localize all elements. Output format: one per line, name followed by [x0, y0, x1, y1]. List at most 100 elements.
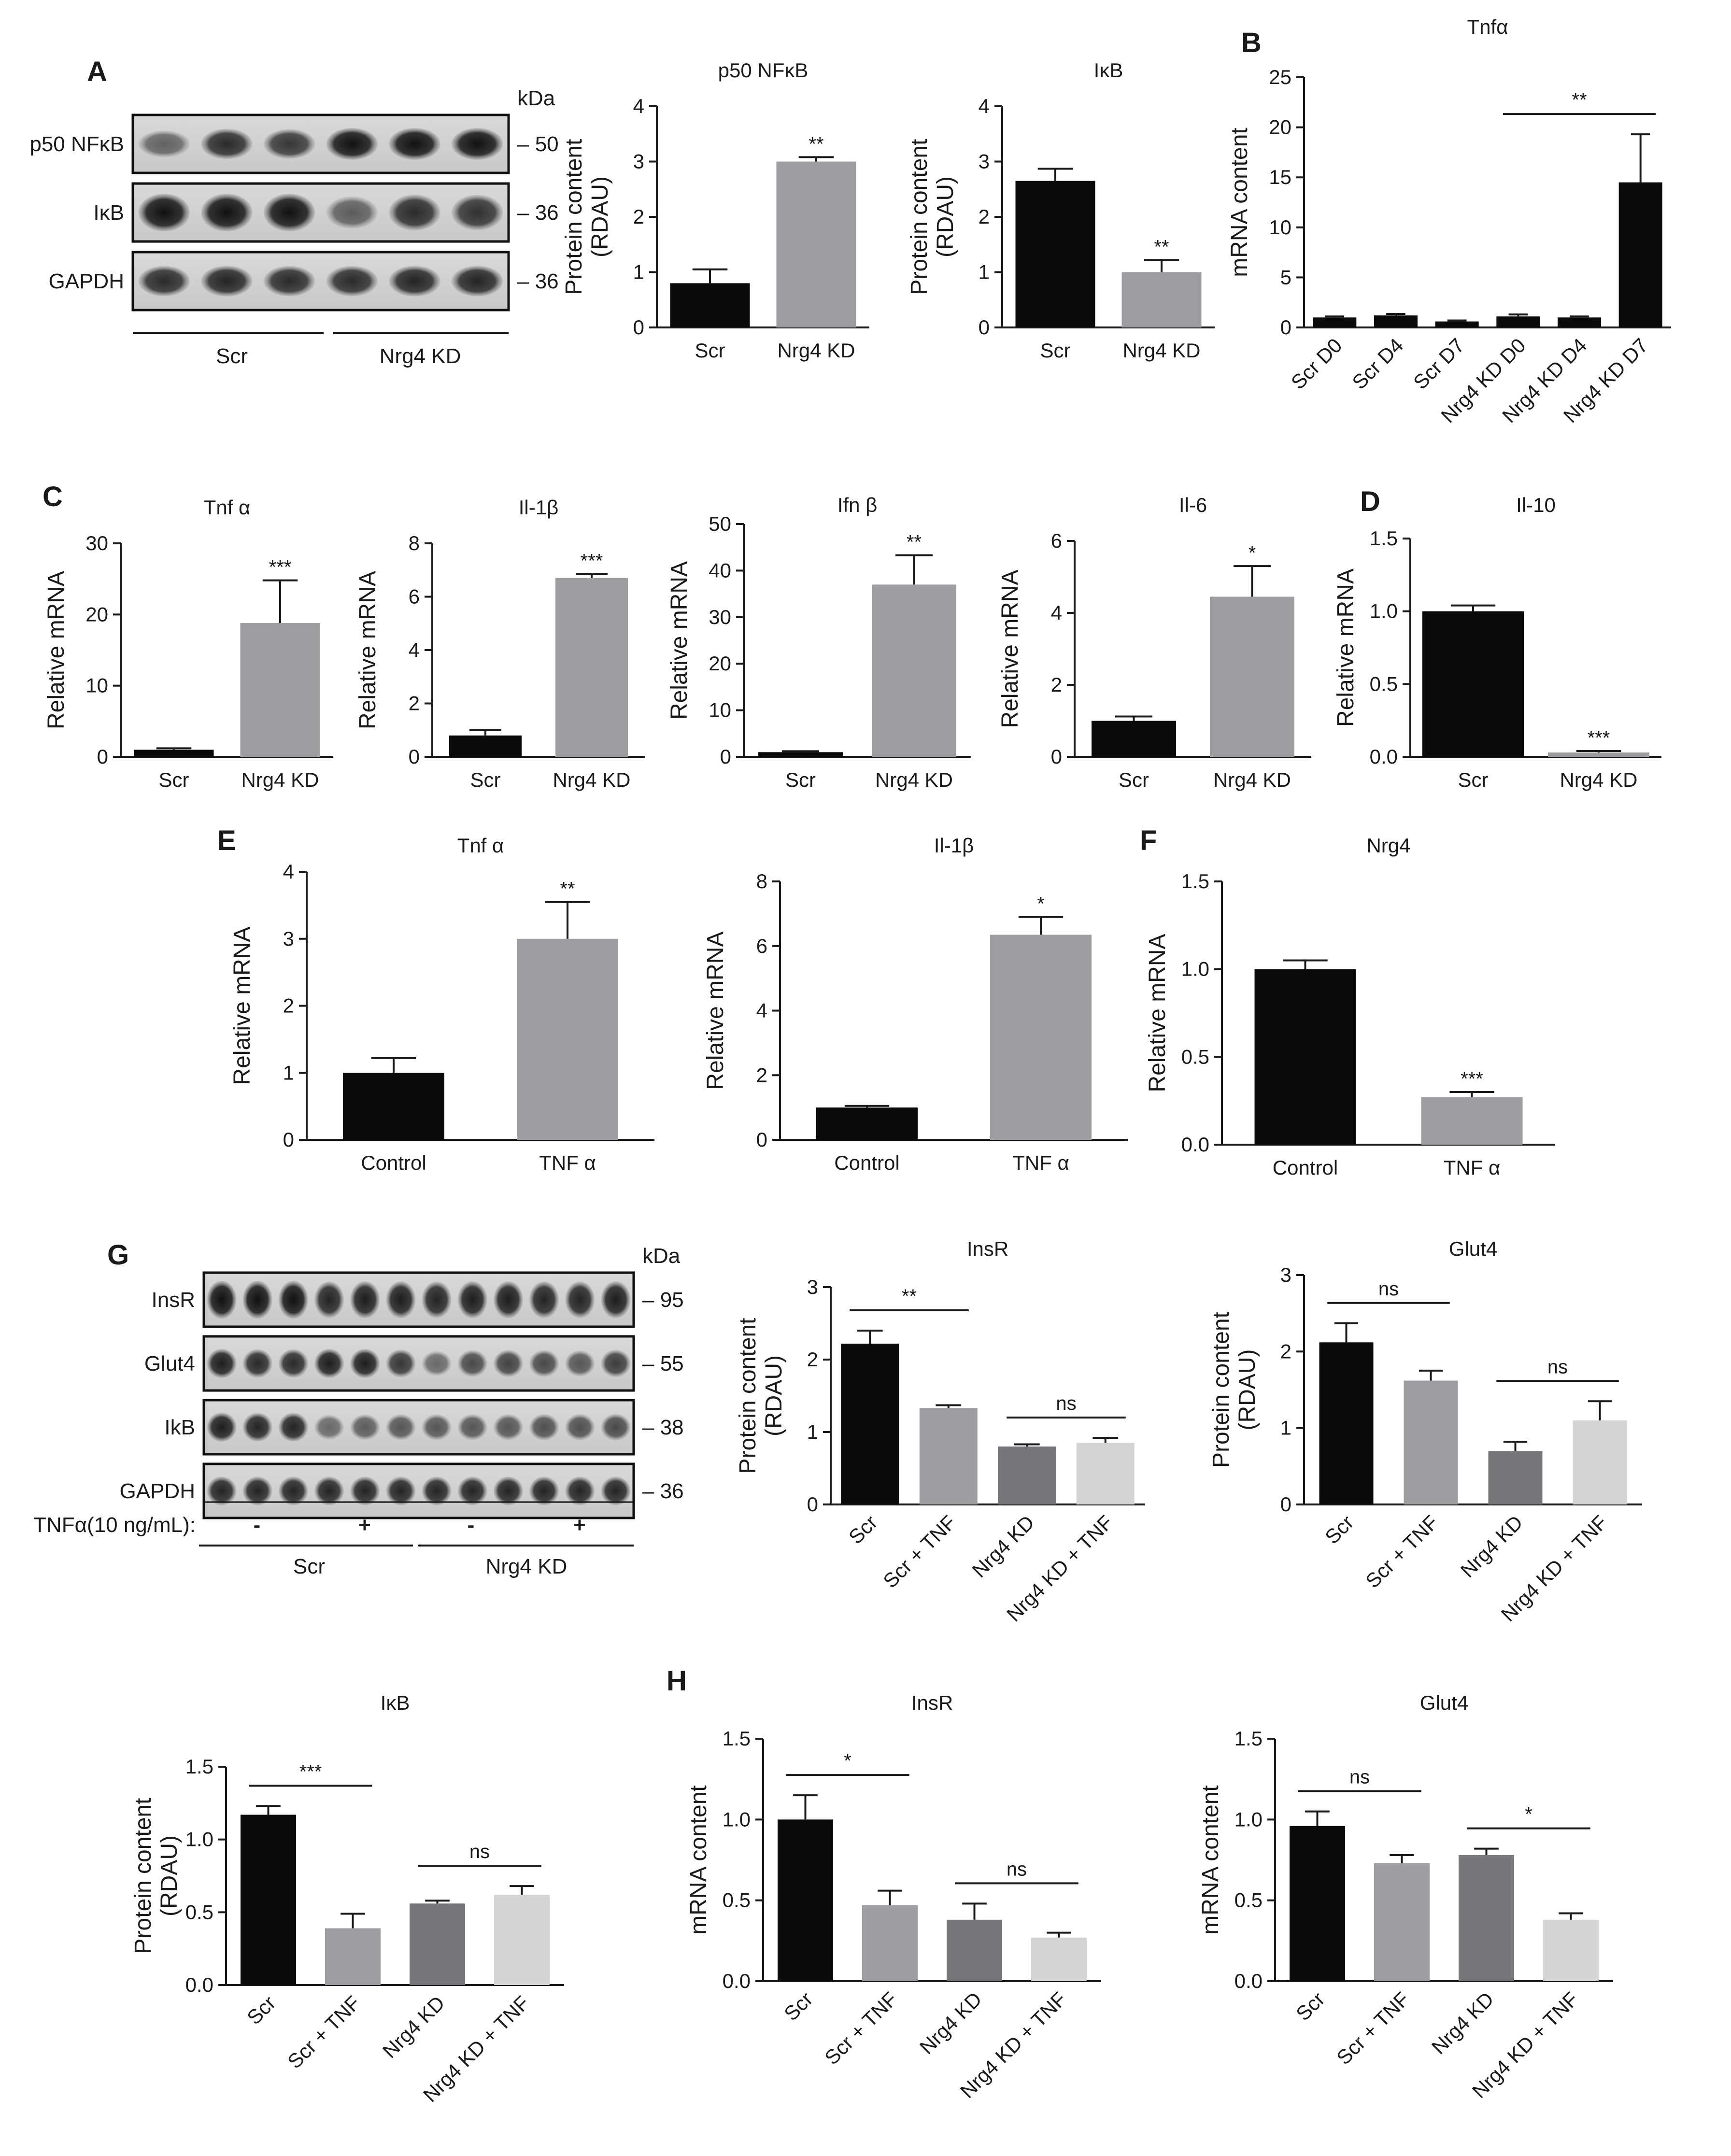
significance-label: * [1525, 1804, 1532, 1825]
significance-label: ** [902, 1286, 917, 1307]
bar [778, 1819, 833, 1981]
blot-band [452, 195, 503, 230]
y-tick-label: 1 [979, 261, 990, 284]
y-tick-label: 30 [85, 532, 108, 554]
bar [1558, 317, 1601, 327]
blot-row-label: GAPDH [49, 270, 124, 293]
y-axis-label: Relative mRNA [355, 571, 381, 729]
y-axis-label: Protein content(RDAU) [907, 139, 958, 295]
y-tick-label: 2 [633, 205, 644, 228]
blot-band [350, 1281, 380, 1319]
blot-band [279, 1349, 308, 1378]
blot-band [422, 1351, 452, 1376]
y-axis-label-line: (RDAU) [933, 176, 958, 257]
y-tick-label: 1.0 [185, 1828, 213, 1851]
bar [816, 1107, 918, 1140]
y-tick-label: 0.0 [185, 1973, 213, 1996]
significance-label: * [844, 1750, 851, 1772]
significance-label: *** [581, 551, 603, 572]
blot-band [386, 1414, 416, 1440]
blot-row-label: IkB [164, 1416, 195, 1439]
x-tick-label: Nrg4 KD [915, 1987, 986, 2058]
panel-letter-f: F [1140, 825, 1157, 856]
y-tick-label: 0.0 [1370, 745, 1398, 768]
bar [1422, 611, 1524, 757]
y-axis-label-line: Relative mRNA [43, 571, 69, 729]
bar [1496, 316, 1540, 327]
blot-row-label: InsR [152, 1288, 195, 1312]
y-tick-label: 1.0 [1181, 958, 1209, 980]
blot-band [138, 130, 190, 157]
blot-band [279, 1413, 308, 1442]
bar [1543, 1919, 1599, 1981]
y-tick-label: 5 [1280, 266, 1291, 288]
blot-band [389, 266, 440, 297]
western-blot-g: InsR – 95 Glut4 – 55 IkB – 38 GAPDH – 36 kDa TNFα… [33, 1244, 684, 1578]
x-tick-label: Scr [844, 1511, 882, 1548]
y-tick-label: 3 [633, 150, 644, 173]
y-tick-label: 0 [97, 745, 108, 768]
x-tick-label: Nrg4 KD [241, 768, 319, 791]
y-tick-label: 25 [1269, 66, 1291, 88]
y-axis-label-line: Relative mRNA [667, 561, 692, 720]
bar [343, 1073, 444, 1140]
y-tick-label: 2 [1280, 1340, 1291, 1362]
blot-band [494, 1414, 523, 1440]
y-tick-label: 4 [979, 95, 990, 117]
y-tick-label: 4 [1051, 601, 1062, 624]
chart-a-ikb: IκB 0 1 2 3 4 Protein content(RDAU) Scr Nrg4 KD *… [907, 59, 1215, 362]
y-axis-label: Relative mRNA [667, 561, 692, 720]
x-tick-label: Scr + TNF [1332, 1987, 1414, 2069]
blot-strip [202, 1399, 635, 1456]
bar [241, 1815, 296, 1985]
x-tick-label: Scr + TNF [1361, 1511, 1443, 1592]
blot-band [457, 1414, 487, 1440]
bar [1254, 969, 1356, 1145]
x-tick-label: Scr + TNF [879, 1511, 960, 1592]
blot-band [314, 1415, 344, 1440]
y-tick-label: 3 [1280, 1263, 1291, 1286]
blot-kda-marker: – 55 [642, 1352, 684, 1376]
bar [862, 1905, 918, 1981]
bar [1031, 1937, 1087, 1981]
bar [872, 584, 956, 757]
y-tick-label: 0 [756, 1128, 767, 1151]
y-tick-label: 0.5 [185, 1901, 213, 1923]
chart-title: Tnfα [1467, 15, 1508, 38]
blot-band [279, 1280, 308, 1319]
chart-title: Nrg4 [1366, 834, 1410, 857]
panel-letter-e: E [217, 825, 236, 856]
blot-band [457, 1281, 487, 1319]
y-axis-label-line: (RDAU) [156, 1835, 182, 1916]
y-tick-label: 2 [1051, 673, 1062, 696]
y-tick-label: 4 [283, 860, 294, 883]
significance-label: ** [560, 878, 575, 899]
chart-title: Tnf α [457, 834, 504, 857]
bar [1548, 752, 1649, 757]
bar [670, 283, 750, 327]
y-tick-label: 1.5 [1181, 870, 1209, 893]
bar [776, 161, 856, 327]
y-tick-label: 0 [409, 745, 420, 768]
bar [410, 1903, 465, 1985]
x-tick-label: Scr [1320, 1511, 1358, 1548]
chart-title: Il-10 [1516, 494, 1556, 516]
y-axis-label-line: mRNA content [686, 1785, 711, 1934]
chart-h-insr: InsR 0.0 0.5 1.0 1.5 mRNA content Scr Scr + TNF… [686, 1691, 1101, 2102]
panel-letter-a: A [87, 56, 107, 87]
blot-band [201, 266, 253, 297]
y-axis-label: Relative mRNA [1333, 568, 1359, 727]
y-tick-label: 3 [283, 927, 294, 950]
y-tick-label: 20 [1269, 116, 1291, 139]
bar [841, 1344, 899, 1504]
y-tick-label: 2 [979, 205, 990, 228]
treatment-mark: + [573, 1513, 586, 1537]
x-tick-label: Control [361, 1151, 426, 1174]
bar [1459, 1855, 1514, 1981]
blot-band [350, 1348, 380, 1378]
y-axis-label: Protein content(RDAU) [735, 1318, 787, 1474]
y-axis-label-line: Relative mRNA [1145, 934, 1170, 1092]
bar [1573, 1420, 1627, 1504]
y-tick-label: 1.5 [1370, 527, 1398, 550]
